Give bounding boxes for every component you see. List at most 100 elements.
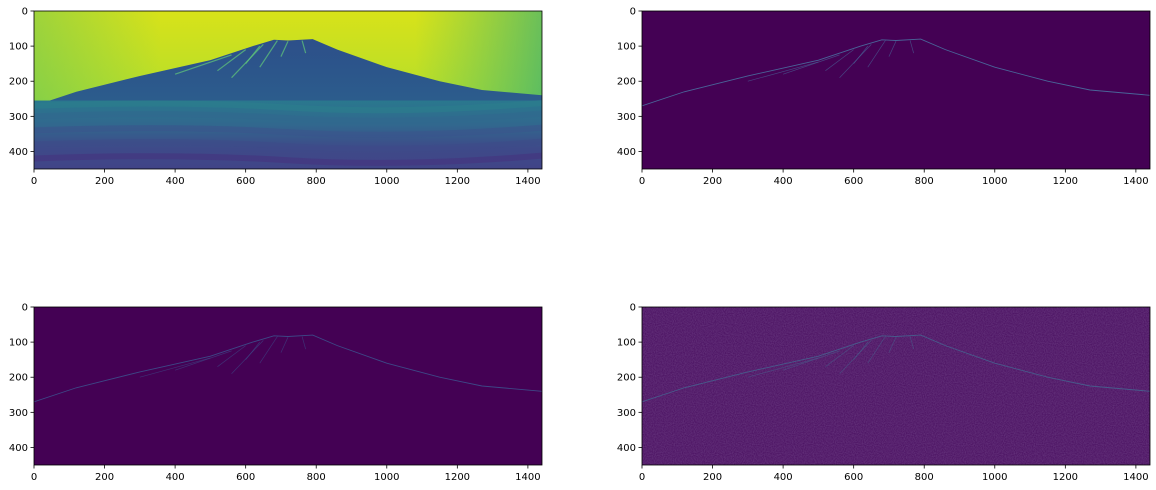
y-tick-label: 100	[617, 42, 636, 53]
edge-streak-1	[217, 345, 246, 367]
edge-streak-1	[825, 345, 854, 367]
y-tick-label: 0	[22, 303, 28, 314]
edge-streak-5	[909, 336, 914, 350]
edge-streak-3	[259, 336, 278, 364]
y-tick-label: 400	[617, 147, 636, 158]
axes-frame	[641, 306, 1151, 466]
y-tick-label: 400	[9, 443, 28, 454]
heatmap-image	[34, 11, 542, 169]
axes-frame	[33, 306, 543, 466]
x-tick-label: 200	[95, 176, 114, 187]
heatmap-image	[34, 307, 542, 465]
x-tick-label: 800	[915, 176, 934, 187]
edge-streak-8	[747, 357, 819, 378]
x-tick-label: 1200	[445, 176, 470, 187]
x-tick-label: 1000	[374, 472, 399, 483]
ridge-edge	[34, 334, 542, 403]
x-tick-label: 400	[166, 472, 185, 483]
cloud-band-1	[34, 100, 542, 114]
x-tick-label: 600	[236, 472, 255, 483]
heatmap-image	[642, 11, 1150, 169]
y-tick-label: 0	[22, 7, 28, 18]
y-tick-label: 300	[617, 112, 636, 123]
x-tick-label: 600	[844, 176, 863, 187]
y-tick-label: 0	[630, 7, 636, 18]
x-tick-label: 800	[307, 176, 326, 187]
x-tick-label: 1200	[1053, 176, 1078, 187]
edge-streak-8	[747, 61, 819, 82]
x-tick-label: 1400	[515, 176, 540, 187]
edge-streak-4	[280, 337, 289, 353]
edge-streak-7	[853, 45, 869, 64]
edge-streak-6	[782, 350, 840, 371]
cloud-band-3	[34, 124, 542, 138]
edge-streak-8	[139, 357, 211, 378]
edge-streak-3	[867, 40, 886, 68]
subplot-3: 0 200 400 600 800 1000 1200 1400 0 100 200 300 400	[9, 303, 543, 483]
ridge-edge	[642, 334, 1150, 403]
y-tick-label: 400	[617, 443, 636, 454]
subplot-4: 0 200 400 600 800 1000 1200 1400 0 100 200 300 400	[617, 303, 1151, 483]
x-tick-label: 600	[844, 472, 863, 483]
x-tick-label: 1400	[515, 472, 540, 483]
subplot-2: 0 200 400 600 800 1000 1200 1400 0 100 200 300 400	[617, 7, 1151, 187]
noise-texture	[642, 307, 1150, 465]
axes-frame	[641, 10, 1151, 170]
y-tick-label: 200	[617, 77, 636, 88]
edge-streak-4	[888, 337, 897, 353]
x-tick-label: 1400	[1123, 472, 1148, 483]
x-tick-label: 1000	[982, 472, 1007, 483]
edge-streak-5	[909, 40, 914, 54]
cloud-band-4	[34, 138, 542, 152]
x-tick-label: 400	[774, 472, 793, 483]
x-tick-label: 0	[639, 472, 645, 483]
x-tick-label: 0	[639, 176, 645, 187]
ridge-edge	[642, 38, 1150, 107]
y-tick-label: 200	[9, 373, 28, 384]
x-tick-label: 1000	[982, 176, 1007, 187]
cloud-band-2	[34, 110, 542, 124]
x-tick-label: 1000	[374, 176, 399, 187]
y-tick-label: 400	[9, 147, 28, 158]
x-tick-label: 200	[95, 472, 114, 483]
x-tick-label: 1400	[1123, 176, 1148, 187]
snow-streak-4	[280, 40, 289, 57]
edge-streak-4	[888, 41, 897, 57]
snow-streak-7	[245, 45, 261, 65]
y-tick-label: 100	[617, 338, 636, 349]
y-tick-label: 100	[9, 42, 28, 53]
x-tick-label: 0	[31, 176, 37, 187]
x-tick-label: 200	[703, 176, 722, 187]
x-tick-label: 400	[166, 176, 185, 187]
axes-frame	[33, 10, 543, 170]
heatmap-image	[642, 307, 1150, 465]
x-tick-label: 1200	[1053, 472, 1078, 483]
x-tick-label: 800	[307, 472, 326, 483]
y-tick-label: 100	[9, 338, 28, 349]
subplot-1: 0 200 400 600 800 1000 1200 1400 0 100 200 300 400	[9, 7, 543, 187]
x-tick-label: 600	[236, 176, 255, 187]
edge-streak-1	[825, 49, 854, 71]
cloud-band-5	[34, 152, 542, 166]
edge-streak-6	[174, 350, 232, 371]
edge-streak-7	[853, 341, 869, 360]
snow-streak-1	[217, 49, 247, 72]
x-tick-label: 0	[31, 472, 37, 483]
y-tick-label: 300	[9, 112, 28, 123]
y-tick-label: 0	[630, 303, 636, 314]
background	[642, 11, 1150, 169]
x-tick-label: 800	[915, 472, 934, 483]
y-tick-label: 300	[9, 408, 28, 419]
x-tick-label: 1200	[445, 472, 470, 483]
y-tick-label: 200	[617, 373, 636, 384]
edge-streak-3	[867, 336, 886, 364]
snow-streak-5	[301, 40, 307, 54]
x-tick-label: 400	[774, 176, 793, 187]
background	[34, 307, 542, 465]
edge-streak-5	[301, 336, 306, 350]
y-tick-label: 200	[9, 77, 28, 88]
y-tick-label: 300	[617, 408, 636, 419]
snow-streak-6	[174, 54, 232, 75]
